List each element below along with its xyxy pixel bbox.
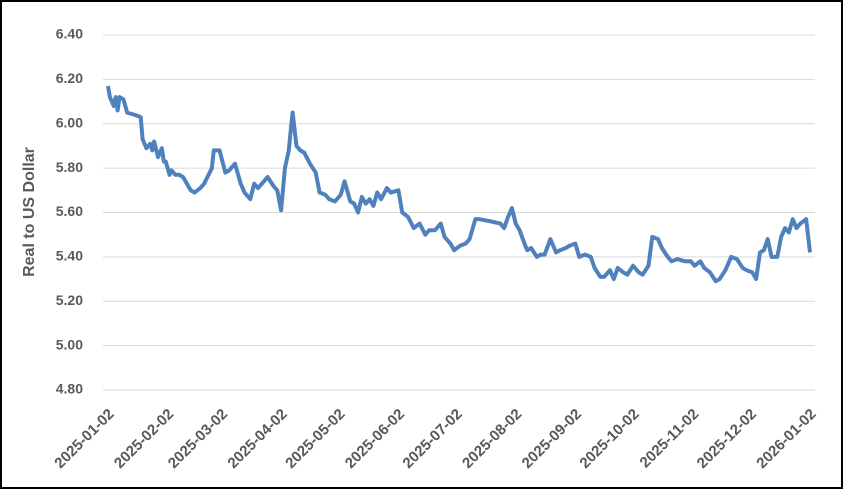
y-tick-label: 6.20 — [56, 70, 83, 86]
y-tick-label: 5.60 — [56, 203, 83, 219]
y-axis-title: Real to US Dollar — [21, 147, 38, 277]
y-tick-label: 4.80 — [56, 381, 83, 397]
y-tick-label: 6.40 — [56, 26, 83, 42]
y-tick-label: 5.00 — [56, 336, 83, 352]
y-tick-label: 5.20 — [56, 292, 83, 308]
data-line — [106, 85, 812, 284]
y-tick-label: 5.40 — [56, 248, 83, 264]
y-tick-label: 6.00 — [56, 114, 83, 130]
y-tick-label: 5.80 — [56, 159, 83, 175]
